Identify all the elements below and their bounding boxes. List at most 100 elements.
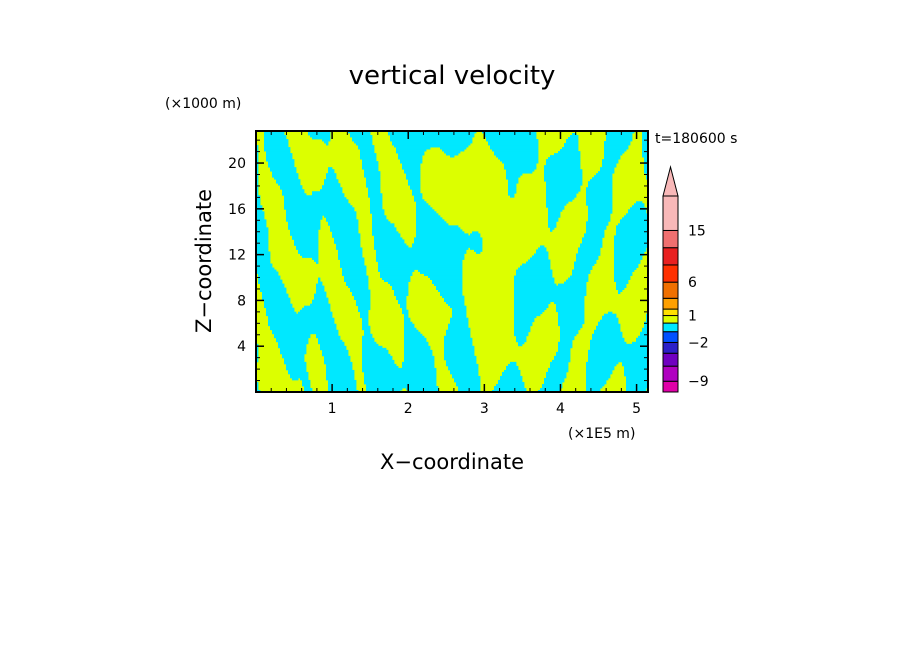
field-cell <box>558 311 585 315</box>
field-cell <box>548 157 581 160</box>
field-cell <box>508 189 517 192</box>
field-cell <box>436 287 463 291</box>
field-cell <box>616 287 625 291</box>
field-cell <box>362 359 395 363</box>
field-cell <box>624 365 648 369</box>
field-cell <box>546 187 581 190</box>
field-cell <box>606 131 635 134</box>
field-cell <box>256 243 269 246</box>
field-cell <box>416 233 469 236</box>
colorbar-band <box>662 195 679 231</box>
field-cell <box>404 169 421 172</box>
field-cell <box>586 191 613 194</box>
field-cell <box>288 225 321 228</box>
field-cell <box>260 285 285 288</box>
field-cell <box>362 355 393 359</box>
field-cell <box>578 251 601 254</box>
field-cell <box>558 321 585 325</box>
field-cell <box>568 137 579 140</box>
field-cell <box>502 161 539 164</box>
field-cell <box>302 379 311 383</box>
field-cell <box>546 373 567 377</box>
field-cell <box>354 141 373 144</box>
field-cell <box>322 353 349 357</box>
field-cell <box>588 219 611 222</box>
field-cell <box>394 291 409 295</box>
field-cell <box>396 147 431 150</box>
field-cell <box>402 365 435 369</box>
field-cell <box>268 317 335 321</box>
field-cell <box>444 335 471 339</box>
field-cell <box>546 197 575 200</box>
field-cell <box>324 355 351 359</box>
field-cell <box>500 375 523 379</box>
field-cell <box>448 303 465 307</box>
field-cell <box>592 337 625 341</box>
field-cell <box>256 159 259 162</box>
field-cell <box>362 347 387 351</box>
field-cell <box>636 337 648 341</box>
field-cell <box>362 343 379 347</box>
field-cell <box>402 163 421 166</box>
field-cell <box>404 359 435 363</box>
field-cell <box>256 239 269 242</box>
field-cell <box>286 209 355 212</box>
field-cell <box>266 311 297 315</box>
field-cell <box>408 181 421 184</box>
field-cell <box>374 245 409 248</box>
field-cell <box>618 291 621 295</box>
field-cell <box>362 327 371 331</box>
field-cell <box>290 373 309 377</box>
field-cell <box>318 281 323 284</box>
field-cell <box>262 291 287 295</box>
field-cell <box>514 289 587 293</box>
field-cell <box>564 143 579 146</box>
field-cell <box>574 265 593 268</box>
field-cell <box>546 201 569 204</box>
field-cell <box>356 301 371 305</box>
field-cell <box>590 339 625 343</box>
field-cell <box>256 347 259 351</box>
field-cell <box>364 377 437 381</box>
field-cell <box>564 145 579 148</box>
field-cell <box>362 321 369 325</box>
field-cell <box>320 189 343 192</box>
field-cell <box>556 303 585 307</box>
field-cell <box>318 341 345 345</box>
field-cell <box>352 293 371 297</box>
field-cell <box>414 197 423 200</box>
field-cell <box>266 157 293 160</box>
field-cell <box>404 349 433 353</box>
field-cell <box>404 341 429 345</box>
field-cell <box>332 231 359 234</box>
field-cell <box>394 145 469 148</box>
field-cell <box>402 309 409 313</box>
field-cell <box>376 249 467 252</box>
field-cell <box>600 169 615 172</box>
field-cell <box>364 173 381 176</box>
field-cell <box>404 333 423 337</box>
field-cell <box>358 309 369 313</box>
field-cell <box>256 381 259 385</box>
field-cell <box>642 137 648 140</box>
field-cell <box>614 273 633 276</box>
field-cell <box>404 337 427 341</box>
field-cell <box>404 321 413 325</box>
field-cell <box>642 153 648 156</box>
field-cell <box>444 341 473 345</box>
field-cell <box>364 379 437 383</box>
field-cell <box>586 221 609 224</box>
field-cell <box>414 195 423 198</box>
field-cell <box>514 299 585 303</box>
field-cell <box>398 301 407 305</box>
colorbar-tick-label: 1 <box>688 309 697 325</box>
field-cell <box>544 167 581 170</box>
field-cell <box>416 211 437 214</box>
field-cell <box>368 187 381 190</box>
field-cell <box>282 191 305 194</box>
field-cell <box>550 227 555 230</box>
field-cell <box>256 355 259 359</box>
colorbar-band <box>662 352 679 367</box>
field-cell <box>508 179 519 182</box>
